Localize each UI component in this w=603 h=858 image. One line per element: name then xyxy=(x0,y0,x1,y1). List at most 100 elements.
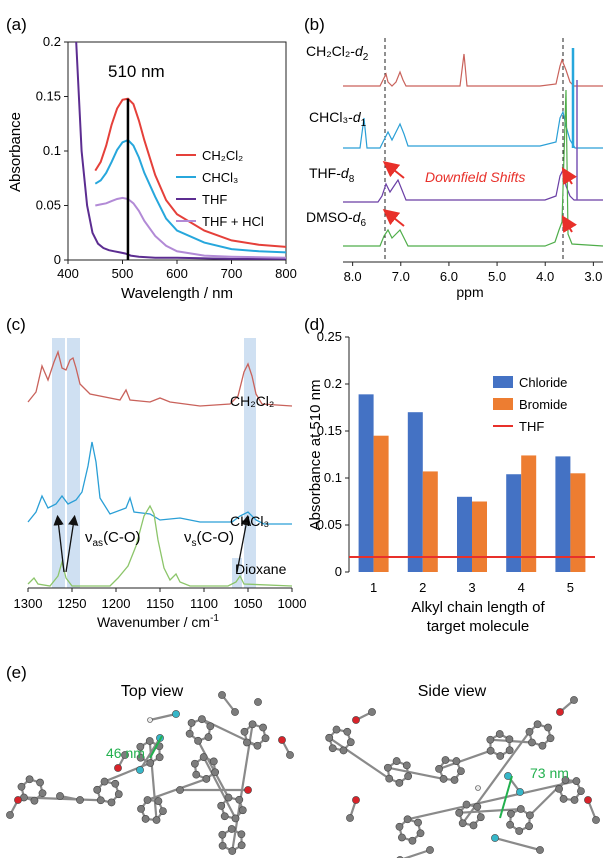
side-view-atom xyxy=(352,796,360,804)
top-view-bond xyxy=(148,740,158,821)
x-axis-label-a: Wavelength / nm xyxy=(121,285,233,302)
series-line-chcl3 xyxy=(94,138,287,254)
x-tick-label-b: 3.0 xyxy=(584,269,602,284)
top-view-atom xyxy=(17,782,26,791)
bar-bromide-2 xyxy=(422,471,438,572)
bar-bromide-5 xyxy=(570,473,586,572)
panel-e: (e) Top view Side view 46 nm 73 nm xyxy=(6,663,600,858)
molecule-side-view xyxy=(325,696,600,858)
y-tick-label-d: 0.25 xyxy=(317,329,342,344)
panel-a: (a) 400 500 600 700 800 0 0.05 0.1 0.15 0.2 510 n… xyxy=(6,15,297,302)
side-view-atom xyxy=(450,776,459,784)
top-view-atom xyxy=(154,797,163,805)
side-view-atom xyxy=(559,795,568,803)
x-tick-label-b: 5.0 xyxy=(488,269,506,284)
bars-d xyxy=(358,394,586,572)
side-view-atom xyxy=(398,833,406,842)
side-view-atom xyxy=(592,816,600,824)
band-arrow-3 xyxy=(236,514,252,573)
top-view-atom xyxy=(253,741,262,750)
y-tick-label-d: 0.05 xyxy=(317,517,342,532)
bar-chloride-5 xyxy=(555,456,571,572)
top-view-atom xyxy=(136,766,144,774)
side-view-atom xyxy=(473,802,482,811)
top-view-atom xyxy=(56,792,64,800)
side-view-atom xyxy=(505,735,514,744)
top-view-atom xyxy=(137,805,145,813)
bar-bromide-1 xyxy=(373,435,389,572)
side-view-bond xyxy=(407,779,577,821)
y-tick-label-a: 0.05 xyxy=(36,198,61,213)
side-view-atom xyxy=(404,772,413,781)
side-view-atom xyxy=(426,846,434,854)
x-tick-label-d: 3 xyxy=(468,580,475,595)
x-tick-label-a: 700 xyxy=(221,266,243,281)
distance-marker-side xyxy=(499,775,513,819)
band-highlight-4 xyxy=(232,558,242,588)
x-tick-label-c: 1050 xyxy=(234,596,263,611)
top-view-atom xyxy=(218,691,226,699)
top-view-bond xyxy=(202,756,237,819)
side-view-atom xyxy=(452,757,461,765)
panel-label-d: (d) xyxy=(304,315,325,334)
bar-chloride-2 xyxy=(407,412,423,572)
y-tick-label-a: 0.2 xyxy=(43,34,61,49)
top-view-atom xyxy=(206,722,215,731)
top-view-atom xyxy=(220,812,229,821)
legend-swatch-d xyxy=(493,398,513,410)
top-view-atom xyxy=(187,719,196,727)
side-view-atom xyxy=(395,779,404,787)
side-view-atom xyxy=(525,822,533,831)
side-view-atom xyxy=(403,815,412,824)
side-view-atom xyxy=(402,761,411,770)
side-view-bond xyxy=(387,766,444,781)
side-view-atom xyxy=(392,757,401,765)
series-line-thf xyxy=(75,41,286,260)
side-view-atom xyxy=(555,785,563,793)
legend-label-a: THF + HCl xyxy=(202,214,264,229)
top-view-atom xyxy=(176,786,184,794)
legend-swatch-d xyxy=(493,376,513,388)
top-view-atom xyxy=(100,777,109,786)
distance-label-side: 73 nm xyxy=(530,765,569,781)
top-view-atom xyxy=(136,753,145,762)
side-view-atom xyxy=(506,820,514,829)
top-view-atom xyxy=(198,715,206,724)
x-tick-label-d: 1 xyxy=(370,580,377,595)
x-tick-label-a: 800 xyxy=(275,266,297,281)
side-view-bond xyxy=(494,836,541,852)
side-view-atom xyxy=(525,727,534,736)
side-view-atom xyxy=(533,720,542,729)
x-tick-label-c: 1150 xyxy=(146,596,174,611)
top-view-atom xyxy=(224,793,233,802)
side-view-atom xyxy=(458,819,467,828)
side-view-atom xyxy=(556,708,564,716)
top-view-atom xyxy=(93,785,102,794)
series-lines-a xyxy=(75,41,287,260)
top-view-atom xyxy=(227,825,236,833)
legend-d: Chloride Bromide THF xyxy=(493,375,567,434)
x-tick-label-d: 5 xyxy=(567,580,574,595)
series-line-thf-hcl xyxy=(95,196,287,259)
bar-chloride-3 xyxy=(457,496,472,572)
series-line-ch2cl2 xyxy=(94,97,287,248)
top-view-atom xyxy=(185,729,194,738)
x-tick-label-a: 500 xyxy=(112,266,134,281)
shift-arrow-thf-aliphatic xyxy=(561,167,577,185)
side-view-atom xyxy=(526,811,534,820)
top-view-atom xyxy=(141,815,150,823)
y-tick-label-d: 0.15 xyxy=(317,423,342,438)
top-view-atom xyxy=(286,751,294,759)
top-view-atom xyxy=(111,779,120,788)
top-view-title: Top view xyxy=(121,683,184,700)
side-view-atom xyxy=(332,725,341,734)
axis-ticks-d: 0 0.05 0.1 0.15 0.2 0.25 1 2 3 4 5 xyxy=(317,329,574,595)
top-view-atom xyxy=(209,757,218,766)
top-view-atom xyxy=(254,698,262,706)
side-view-atom xyxy=(544,723,552,732)
top-view-atom xyxy=(259,723,267,732)
spectrum-label-b: CH₂Cl₂-d2 xyxy=(306,43,369,63)
panel-d: (d) 0 0.05 0.1 0.15 0.2 0.25 1 2 3 4 5 Chloride Bro… xyxy=(304,315,595,635)
x-axis-label-d-line2: target molecule xyxy=(427,618,530,635)
